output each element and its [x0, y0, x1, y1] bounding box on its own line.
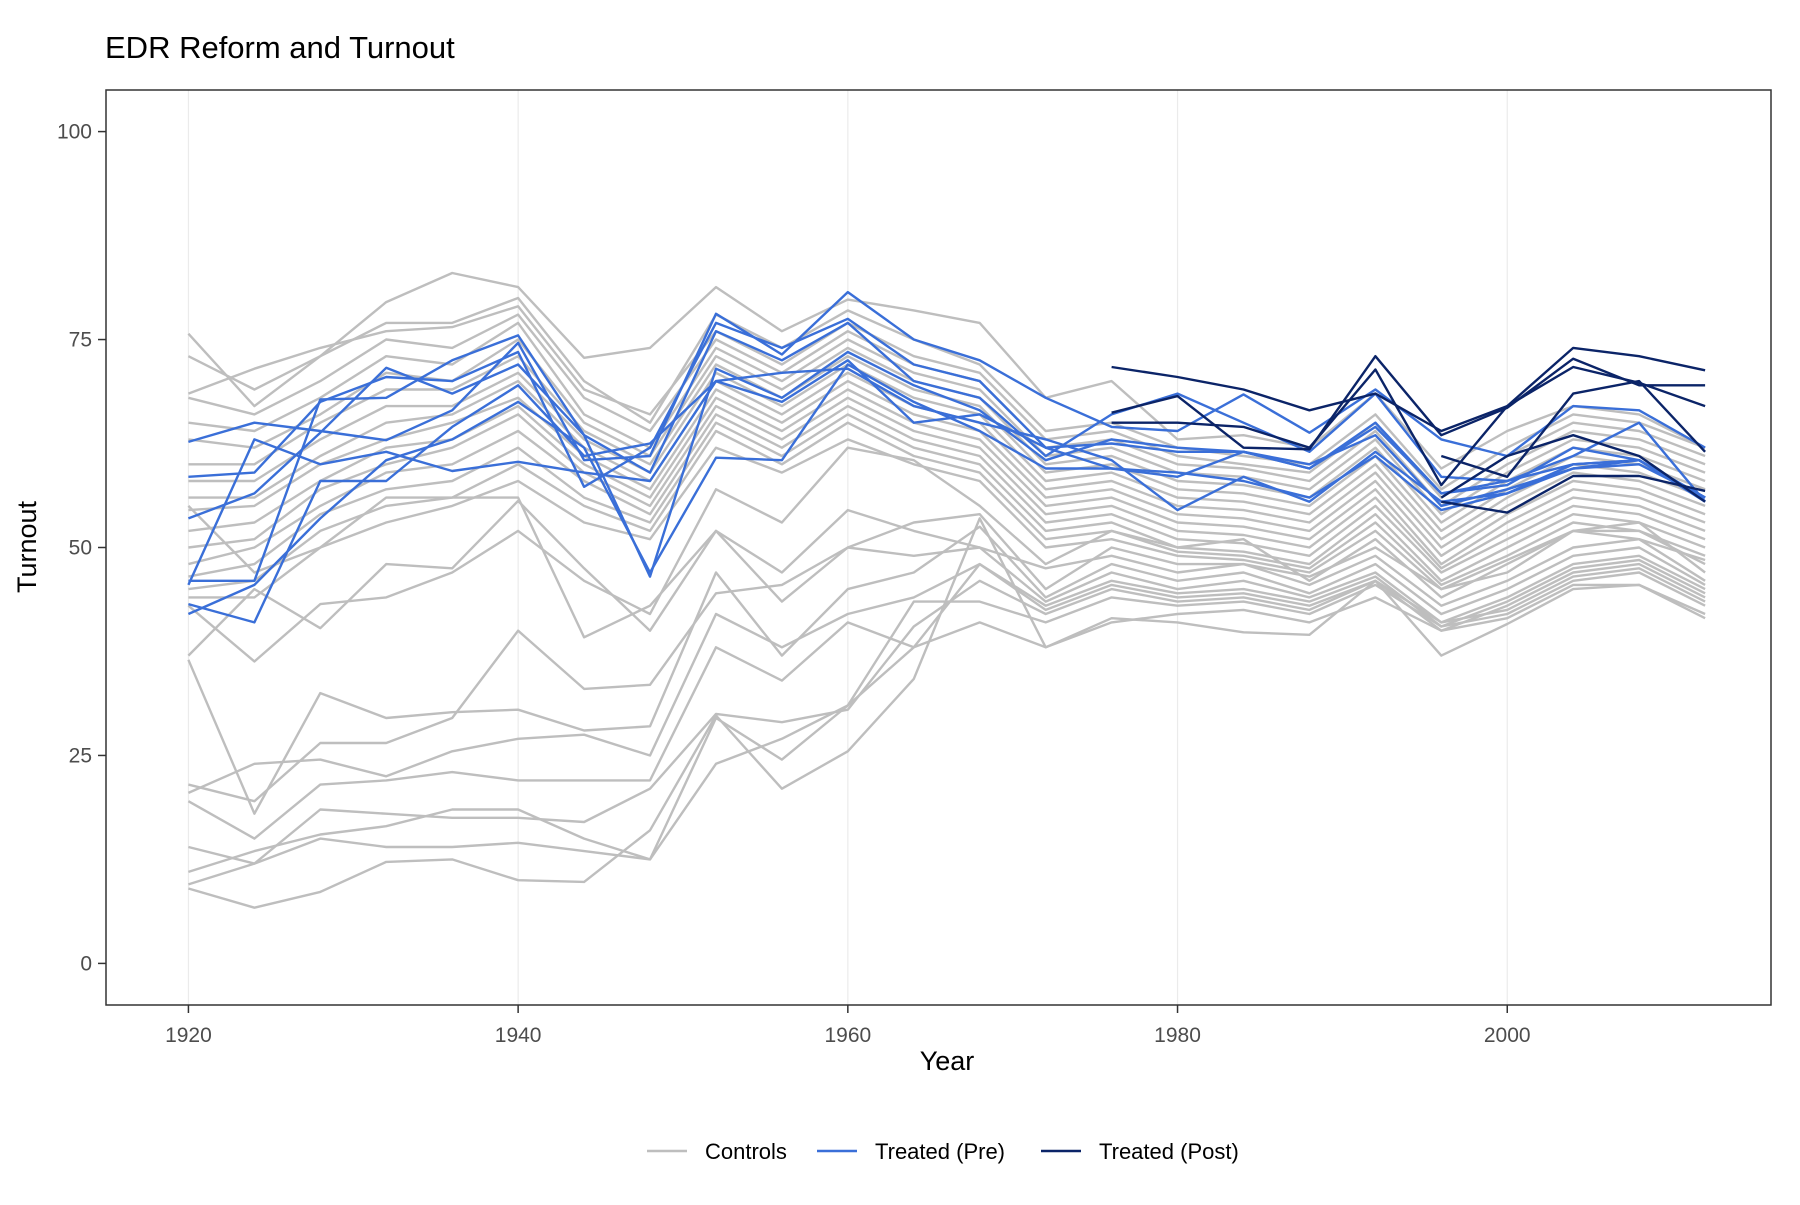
series-line-treated-post [1111, 355, 1706, 451]
series-line-controls [188, 583, 1706, 886]
series-line-controls [187, 496, 1706, 639]
legend-label: Treated (Pre) [875, 1139, 1005, 1164]
series-line-treated-post [1111, 346, 1706, 433]
series-line-controls [187, 296, 1706, 491]
y-tick-label: 100 [57, 121, 92, 144]
y-tick-label: 25 [69, 744, 92, 767]
x-axis-title: Year [920, 1046, 975, 1076]
series-line-controls [187, 446, 1706, 663]
x-tick-label: 1920 [165, 1024, 212, 1047]
series-line-controls [187, 558, 1706, 794]
series-line-controls [188, 438, 1706, 599]
series-line-controls [188, 313, 1706, 508]
series-line-controls [188, 404, 1706, 574]
series-line-controls [187, 499, 1706, 657]
series-line-controls [188, 517, 1706, 909]
series-line-treated-post [1440, 434, 1706, 503]
y-axis-title: Turnout [12, 500, 42, 593]
series-line-controls [187, 525, 1706, 815]
series-line-controls [188, 396, 1706, 570]
x-tick-label: 1960 [824, 1024, 871, 1047]
y-tick-label: 50 [69, 537, 92, 560]
legend-item: Controls [647, 1139, 787, 1164]
series-line-controls [188, 421, 1706, 591]
legend-label: Treated (Post) [1099, 1139, 1239, 1164]
x-tick-label: 1940 [495, 1024, 542, 1047]
series-line-controls [187, 562, 1706, 840]
series-line-treated-pre [188, 290, 1706, 462]
series-line-treated-pre [187, 363, 1706, 616]
axes: 1920 1940 1960 1980 2000 0 25 50 75 100 [57, 121, 1531, 1047]
series-line-treated-pre [188, 367, 1706, 624]
legend-label: Controls [705, 1139, 787, 1164]
x-tick-label: 2000 [1484, 1024, 1531, 1047]
series-line-controls [188, 546, 1706, 803]
series-line-treated-post [1111, 365, 1706, 487]
series-line-controls [188, 567, 1706, 865]
series-line-controls [188, 363, 1706, 541]
chart-title: EDR Reform and Turnout [105, 30, 455, 65]
y-tick-label: 0 [80, 952, 92, 975]
series-line-treated-pre [187, 321, 1706, 520]
legend: Controls Treated (Pre) Treated (Post) [647, 1139, 1239, 1164]
y-tick-label: 75 [69, 329, 92, 352]
series-lines [187, 271, 1707, 909]
series-line-controls [188, 388, 1706, 566]
legend-item: Treated (Post) [1041, 1139, 1239, 1164]
series-line-treated-pre [188, 317, 1706, 499]
x-tick-label: 1980 [1154, 1024, 1201, 1047]
legend-item: Treated (Pre) [817, 1139, 1005, 1164]
series-line-controls [187, 271, 1706, 470]
series-line-controls [188, 413, 1706, 582]
series-line-controls [188, 379, 1706, 557]
series-line-treated-post [1441, 474, 1706, 514]
